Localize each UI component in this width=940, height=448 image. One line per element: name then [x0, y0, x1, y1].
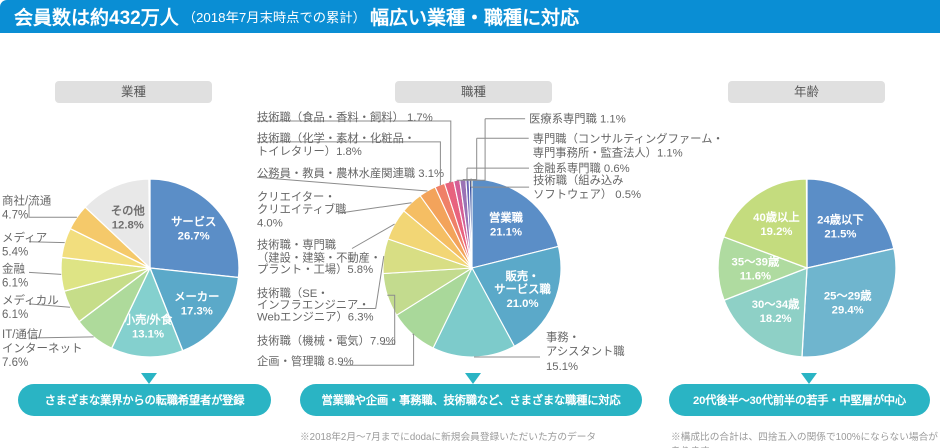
svg-text:13.1%: 13.1%: [132, 329, 164, 341]
svg-text:25〜29歳: 25〜29歳: [824, 289, 872, 303]
svg-text:24歳以下: 24歳以下: [817, 212, 863, 226]
svg-text:35〜39歳: 35〜39歳: [732, 254, 780, 268]
svg-text:19.2%: 19.2%: [760, 226, 792, 238]
svg-text:メディカル: メディカル: [2, 293, 59, 307]
svg-text:18.2%: 18.2%: [760, 313, 792, 325]
svg-text:その他: その他: [111, 204, 146, 218]
svg-text:技術職・専門職: 技術職・専門職: [257, 239, 336, 252]
svg-text:40歳以上: 40歳以上: [753, 210, 799, 224]
svg-text:21.1%: 21.1%: [490, 227, 522, 239]
svg-text:29.4%: 29.4%: [832, 305, 864, 317]
svg-text:21.5%: 21.5%: [824, 228, 856, 240]
svg-text:小売/外食: 小売/外食: [123, 313, 173, 327]
svg-text:インターネット: インターネット: [2, 342, 83, 355]
svg-text:11.6%: 11.6%: [740, 270, 771, 282]
svg-text:企画・管理職 8.9%: 企画・管理職 8.9%: [257, 354, 354, 368]
svg-text:金融: 金融: [2, 261, 25, 275]
svg-text:営業職: 営業職: [489, 211, 524, 225]
svg-text:専門事務所・監査法人）1.1%: 専門事務所・監査法人）1.1%: [533, 145, 683, 159]
svg-text:技術職（化学・素材・化粧品・: 技術職（化学・素材・化粧品・: [257, 131, 415, 145]
svg-text:技術職（組み込み: 技術職（組み込み: [533, 174, 623, 187]
svg-text:15.1%: 15.1%: [546, 361, 578, 373]
svg-text:サービス: サービス: [171, 215, 216, 229]
svg-text:専門職（コンサルティングファーム・: 専門職（コンサルティングファーム・: [533, 131, 724, 145]
svg-text:7.6%: 7.6%: [2, 357, 28, 369]
svg-text:30〜34歳: 30〜34歳: [752, 297, 800, 311]
svg-text:公務員・教員・農林水産関連職 3.1%: 公務員・教員・農林水産関連職 3.1%: [257, 166, 444, 180]
svg-text:26.7%: 26.7%: [178, 231, 210, 243]
svg-text:商社/流通: 商社/流通: [2, 194, 52, 208]
svg-text:21.0%: 21.0%: [506, 298, 538, 310]
svg-text:販売・: 販売・: [506, 269, 540, 283]
svg-text:トイレタリー）1.8%: トイレタリー）1.8%: [257, 145, 362, 158]
svg-text:17.3%: 17.3%: [181, 306, 213, 318]
svg-text:5.4%: 5.4%: [2, 247, 28, 259]
svg-text:6.1%: 6.1%: [2, 277, 28, 289]
svg-text:医療系専門職 1.1%: 医療系専門職 1.1%: [529, 112, 626, 126]
svg-text:12.8%: 12.8%: [112, 220, 144, 232]
svg-text:金融系専門職 0.6%: 金融系専門職 0.6%: [533, 161, 630, 175]
svg-text:インフラエンジニア・: インフラエンジニア・: [257, 300, 370, 312]
svg-text:メーカー: メーカー: [174, 291, 219, 304]
svg-text:技術職（食品・香料・飼料） 1.7%: 技術職（食品・香料・飼料） 1.7%: [257, 110, 433, 124]
svg-text:クリエイティブ職: クリエイティブ職: [257, 202, 346, 216]
svg-text:技術職（機械・電気）7.9%: 技術職（機械・電気）7.9%: [257, 333, 396, 347]
svg-text:4.0%: 4.0%: [257, 218, 283, 230]
svg-text:（建設・建築・不動産・: （建設・建築・不動産・: [257, 250, 381, 264]
svg-text:Webエンジニア）6.3%: Webエンジニア）6.3%: [257, 310, 374, 323]
svg-text:4.7%: 4.7%: [2, 210, 28, 222]
svg-text:サービス職: サービス職: [494, 282, 551, 296]
svg-text:IT/通信/: IT/通信/: [2, 328, 42, 341]
svg-text:ソフトウェア） 0.5%: ソフトウェア） 0.5%: [533, 188, 641, 201]
svg-text:6.1%: 6.1%: [2, 309, 28, 321]
svg-text:プラント・工場）5.8%: プラント・工場）5.8%: [257, 263, 373, 276]
svg-text:事務・: 事務・: [546, 330, 580, 344]
svg-text:クリエイター・: クリエイター・: [257, 190, 336, 203]
svg-text:アシスタント職: アシスタント職: [546, 345, 625, 358]
svg-text:メディア: メディア: [2, 231, 47, 245]
svg-text:技術職（SE・: 技術職（SE・: [257, 287, 329, 300]
